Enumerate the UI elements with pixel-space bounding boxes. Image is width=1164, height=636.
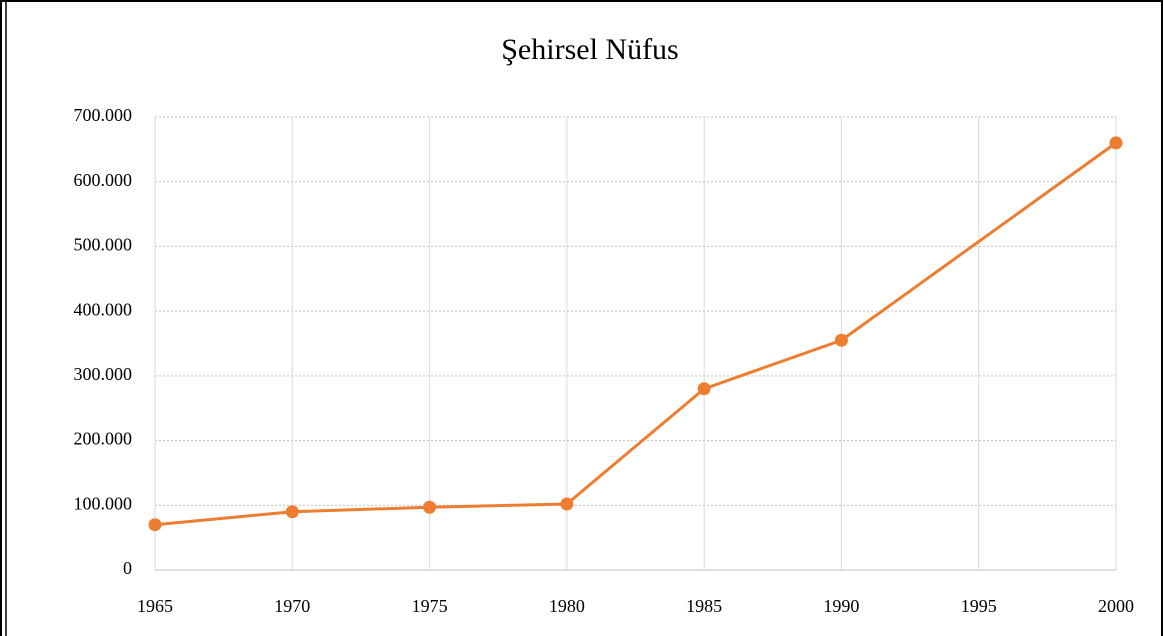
x-tick-label: 1965 (137, 596, 173, 616)
point (148, 518, 162, 532)
y-tick-label: 400.000 (74, 299, 133, 319)
point (834, 333, 848, 347)
point (285, 505, 299, 519)
x-tick-label: 1970 (274, 596, 310, 616)
x-tick-label: 1985 (686, 596, 722, 616)
x-tick-label: 1975 (412, 596, 448, 616)
x-tick-label: 2000 (1098, 596, 1134, 616)
y-tick-label: 300.000 (74, 364, 133, 384)
line (154, 141, 1117, 527)
x-tick-label: 1990 (823, 596, 859, 616)
point (423, 500, 437, 514)
y-tick-label: 200.000 (74, 429, 133, 449)
chart-title: Şehirsel Nüfus (501, 33, 678, 66)
y-tick-label: 0 (123, 558, 132, 578)
y-tick-label: 500.000 (74, 235, 133, 255)
x-tick-label: 1995 (961, 596, 997, 616)
y-tick-label: 600.000 (74, 170, 133, 190)
point (1109, 136, 1123, 150)
y-tick-label: 100.000 (74, 493, 133, 513)
x-tick-label: 1980 (549, 596, 585, 616)
point (697, 382, 711, 396)
y-tick-label: 700.000 (74, 105, 133, 125)
point (560, 497, 574, 511)
